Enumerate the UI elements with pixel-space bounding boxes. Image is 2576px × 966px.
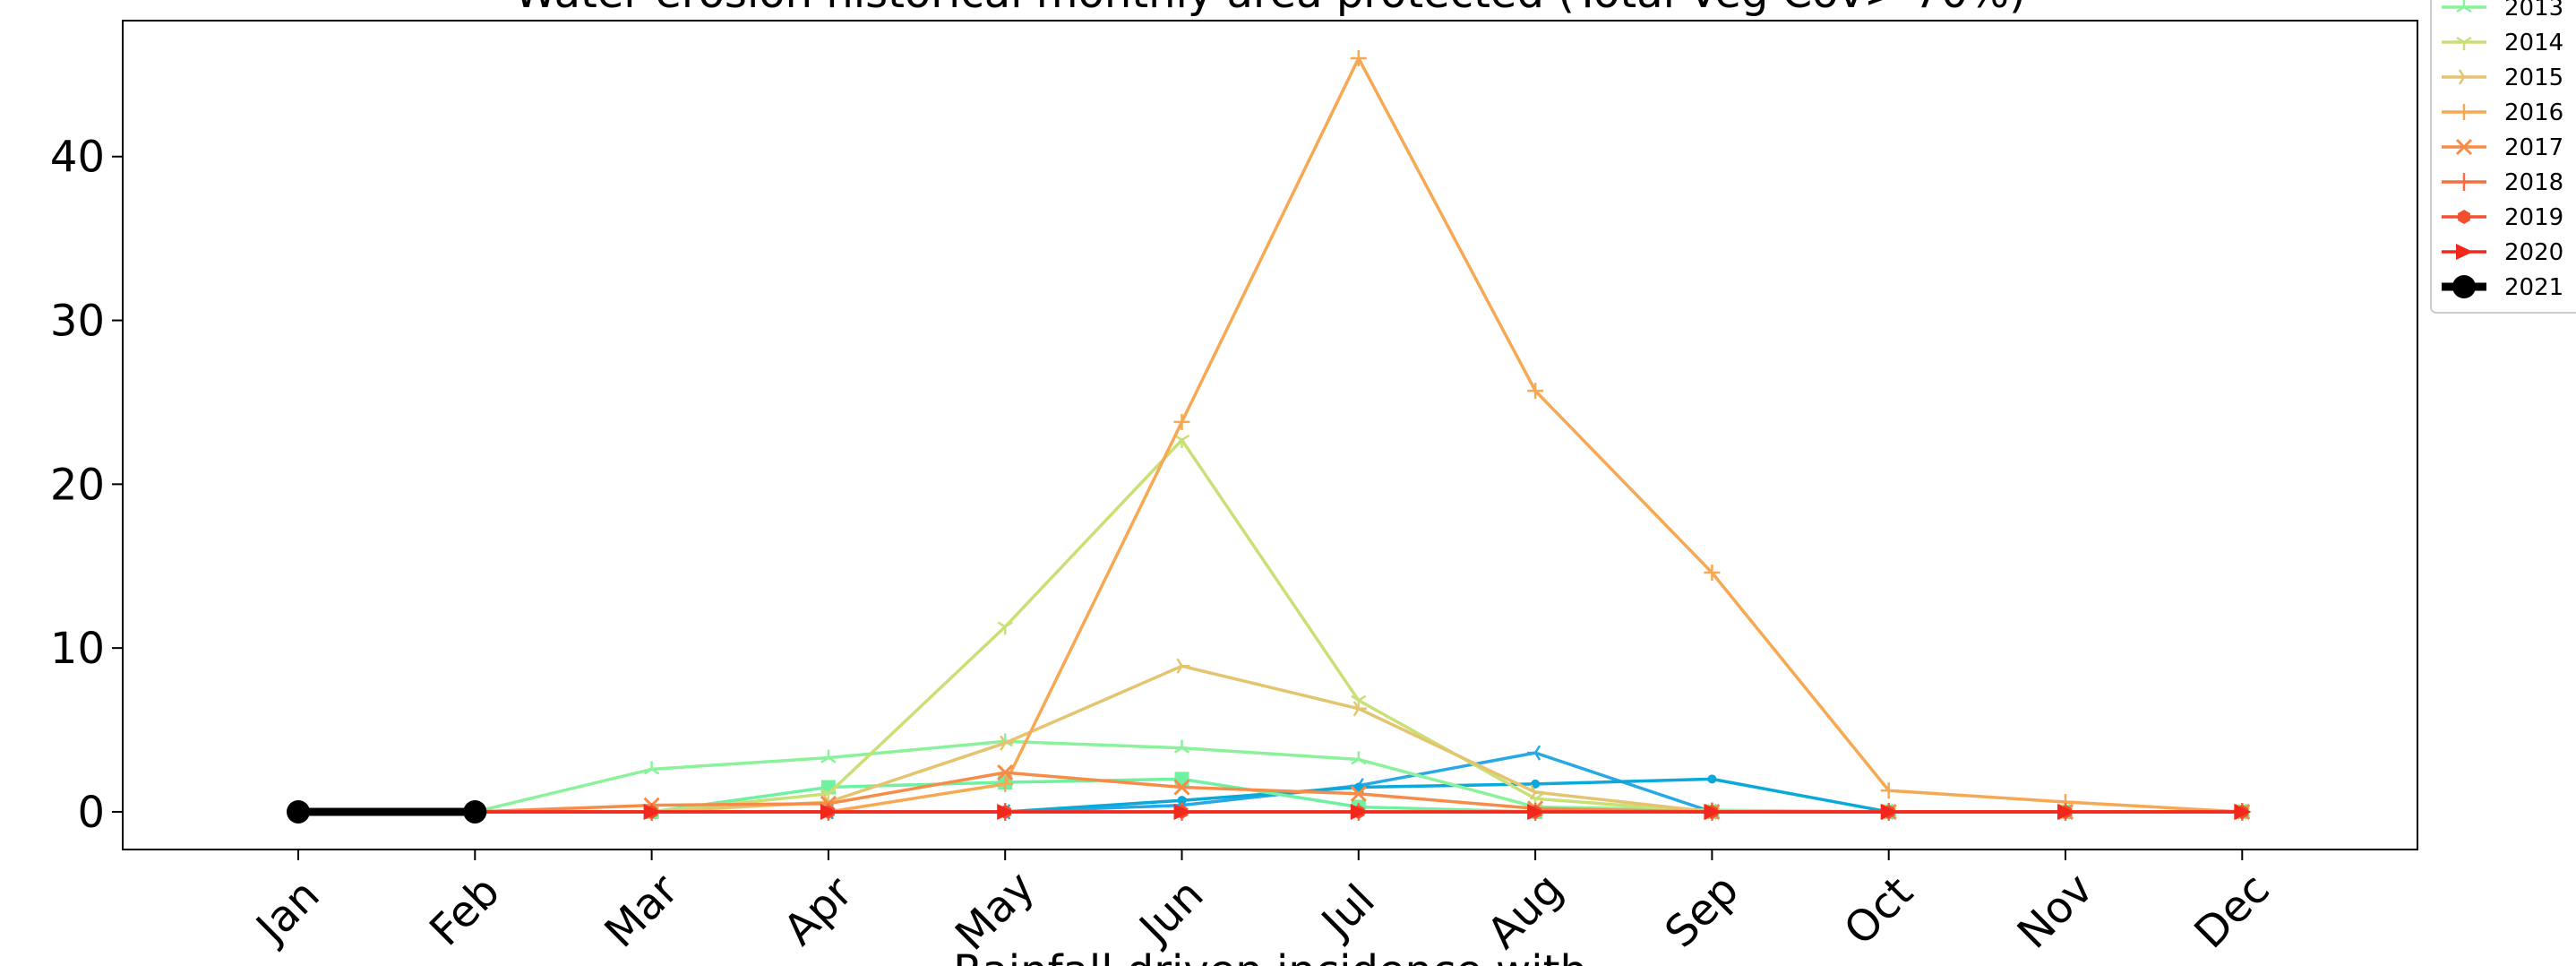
data-point [1531,779,1541,789]
data-point [997,764,1014,781]
data-point [287,799,310,824]
y-tick-label: 20 [50,460,105,510]
data-point [1350,50,1367,67]
legend-item: 2021 [2442,274,2563,301]
legend-item: 2017 [2442,134,2563,161]
chart-title: Water erosion historical monthly area pr… [514,0,2026,18]
y-tick-label: 30 [50,297,105,347]
series-2014 [467,434,2250,820]
data-point [1176,658,1190,674]
legend-label: 2015 [2504,65,2563,91]
legend-label: 2019 [2504,204,2563,231]
legend: 2013 2014 2015 2016 2017 2018 2019 2020 2021 [2430,0,2576,314]
axes-frame [122,20,2418,850]
data-point [2456,0,2472,13]
data-point [1527,383,1544,400]
x-tick-label: Apr [774,867,863,955]
data-point [1173,779,1190,796]
legend-item: 2019 [2442,204,2563,231]
legend-label: 2018 [2504,169,2563,196]
data-point [1352,701,1367,717]
data-point [463,799,487,824]
x-tick-label: Mar [595,865,688,958]
data-point [1880,803,1898,820]
x-tick-label: Jun [1129,869,1214,954]
x-tick-label: Jan [245,870,330,954]
data-point [2234,803,2252,820]
data-point [820,803,837,820]
data-point [2456,104,2472,120]
data-point [2458,69,2472,85]
series-2021 [287,799,487,824]
data-point [1530,784,1544,800]
data-point [997,803,1015,820]
legend-item: 2018 [2442,169,2563,196]
data-point [1527,803,1545,820]
data-point [1173,739,1190,754]
data-point [1350,803,1368,820]
data-point [643,761,660,775]
x-tick-label: Oct [1834,867,1922,955]
x-tick-label: Dec [2185,864,2279,958]
data-point [1880,782,1897,799]
data-point [2456,36,2472,50]
legend-item: 2015 [2442,65,2563,91]
x-tick-label: Feb [420,867,510,956]
legend-label: 2020 [2504,239,2563,266]
legend-label: 2017 [2504,134,2563,161]
data-point [2452,275,2476,298]
data-point [2057,803,2074,820]
legend-label: 2016 [2504,99,2563,126]
data-point [1704,565,1721,582]
x-tick-label: Aug [1478,864,1573,959]
data-point [997,621,1013,635]
legend-label: 2014 [2504,30,2563,56]
data-point [2456,244,2473,260]
data-point [643,803,661,820]
x-tick-label: Jul [1310,875,1385,949]
x-axis-label: Rainfall driven incidence with [953,946,1587,966]
y-tick-label: 0 [77,788,105,838]
data-point [820,749,837,763]
data-point [997,775,1014,792]
data-point [1707,774,1717,784]
y-tick-label: 10 [50,624,105,674]
legend-label: 2013 [2504,0,2563,22]
data-point [1173,413,1190,430]
legend-item: 2014 [2442,30,2563,56]
y-tick-label: 40 [50,133,105,183]
data-point [2458,210,2470,224]
legend-item: 2020 [2442,239,2563,266]
legend-item: 2013 [2442,0,2563,22]
data-point [1704,803,1722,820]
plot-area [287,50,2252,824]
x-tick-label: Nov [2008,864,2103,959]
data-point [1353,782,1363,792]
data-point [1173,803,1191,820]
data-point [1350,785,1367,802]
data-point [1351,751,1367,765]
data-point [1527,745,1541,761]
y-axis: 0 10 20 30 40 [50,133,123,838]
data-point [1000,735,1014,751]
x-tick-label: Sep [1655,865,1748,958]
legend-label: 2021 [2504,274,2563,301]
data-point [1177,796,1187,806]
legend-item: 2016 [2442,99,2563,126]
x-axis: Jan Feb Mar Apr May Jun Jul Aug Sep Oct Nov Dec [245,850,2280,961]
data-point [2455,138,2473,156]
